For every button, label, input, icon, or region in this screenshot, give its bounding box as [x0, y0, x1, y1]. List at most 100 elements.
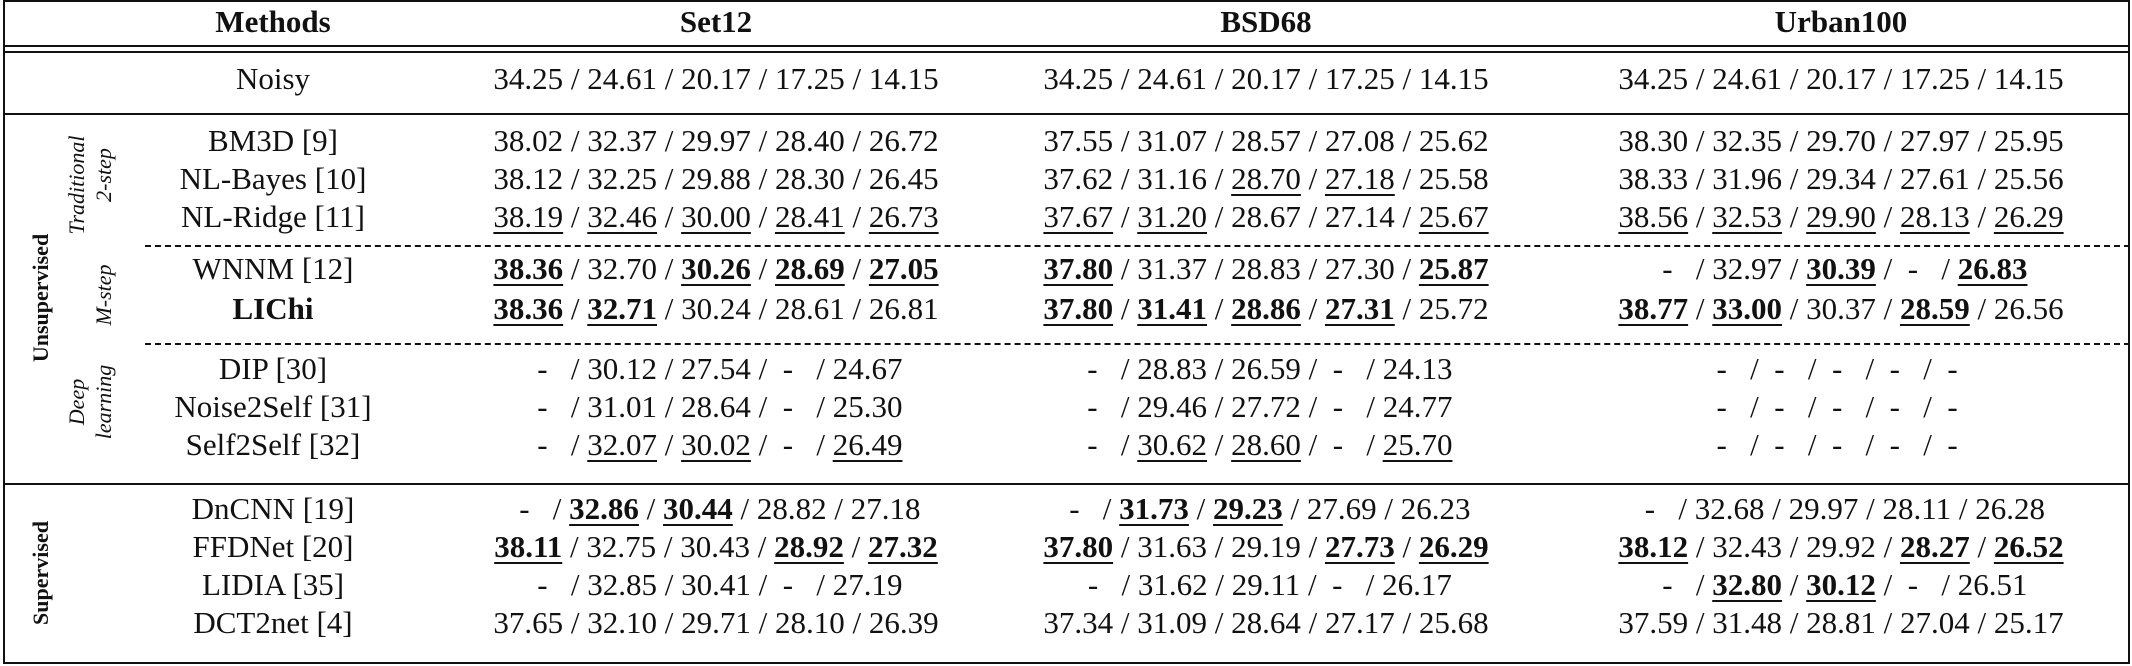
psnr-value: 28.82 — [756, 491, 827, 526]
psnr-value: 32.43 — [1712, 529, 1782, 564]
psnr-value: 32.35 — [1712, 123, 1782, 158]
psnr-value: 31.73 — [1119, 491, 1189, 526]
psnr-value: - — [529, 567, 564, 602]
psnr-value: - — [1881, 351, 1916, 386]
psnr-value: 37.80 — [1043, 529, 1114, 564]
psnr-value: - — [1881, 389, 1916, 424]
psnr-value: 29.46 — [1137, 389, 1207, 424]
psnr-value: 37.65 — [493, 605, 564, 640]
table-row-cell: 37.62 / 31.16 / 28.70 / 27.18 / 25.58 — [1043, 161, 1489, 196]
psnr-value: 25.67 — [1418, 199, 1489, 234]
psnr-value: 38.30 — [1618, 123, 1689, 158]
psnr-value: - — [1766, 351, 1801, 386]
table-row-cell: - / 29.46 / 27.72 / - / 24.77 — [1079, 389, 1453, 424]
psnr-value: 26.28 — [1975, 491, 2045, 526]
table-row-cell: - / 28.83 / 26.59 / - / 24.13 — [1079, 351, 1453, 386]
psnr-value: 28.83 — [1137, 351, 1207, 386]
psnr-value: 32.53 — [1712, 199, 1782, 234]
psnr-value: 29.97 — [681, 123, 751, 158]
psnr-value: - — [1325, 427, 1359, 462]
psnr-value: 26.45 — [868, 161, 939, 196]
psnr-value: 34.25 — [1618, 61, 1689, 96]
group-deep: Deep — [64, 378, 89, 426]
psnr-value: 27.61 — [1900, 161, 1970, 196]
psnr-value: 28.69 — [775, 251, 845, 286]
psnr-value: 26.52 — [1993, 529, 2064, 564]
method-name: NL-Bayes [10] — [179, 161, 367, 196]
psnr-value: 28.27 — [1900, 529, 1970, 564]
psnr-value: 37.34 — [1043, 605, 1114, 640]
left-border — [3, 0, 5, 664]
table-row-cell: 37.80 / 31.41 / 28.86 / 27.31 / 25.72 — [1043, 291, 1489, 326]
header-methods: Methods — [215, 4, 331, 39]
table-row-cell: 38.02 / 32.37 / 29.97 / 28.40 / 26.72 — [493, 123, 939, 158]
psnr-value: 30.00 — [681, 199, 751, 234]
psnr-value: - — [1654, 567, 1689, 602]
psnr-value: - — [775, 389, 809, 424]
psnr-value: 24.61 — [1712, 61, 1782, 96]
psnr-value: - — [1654, 251, 1689, 286]
psnr-value: - — [1900, 251, 1934, 286]
psnr-value: 31.96 — [1712, 161, 1782, 196]
psnr-value: 30.41 — [681, 567, 751, 602]
psnr-value: 38.36 — [493, 291, 564, 326]
method-name: Noise2Self [31] — [174, 389, 372, 424]
psnr-value: 32.68 — [1694, 491, 1765, 526]
group-unsupervised: Unsupervised — [28, 233, 53, 363]
psnr-value: - — [1766, 389, 1801, 424]
table-row-cell: - / 30.12 / 27.54 / - / 24.67 — [529, 351, 903, 386]
psnr-value: 32.85 — [587, 567, 657, 602]
psnr-value: 26.73 — [868, 199, 939, 234]
psnr-value: 17.25 — [1900, 61, 1970, 96]
table-row-cell: 34.25 / 24.61 / 20.17 / 17.25 / 14.15 — [1618, 61, 2064, 96]
psnr-value: 32.80 — [1712, 567, 1782, 602]
psnr-value: 28.13 — [1900, 199, 1970, 234]
psnr-value: 26.29 — [1993, 199, 2064, 234]
psnr-value: 28.11 — [1882, 491, 1952, 526]
top-rule — [3, 0, 2130, 2]
group-supervised: Supervised — [28, 521, 53, 625]
psnr-value: 25.87 — [1418, 251, 1489, 286]
method-name: LIDIA [35] — [201, 567, 345, 602]
psnr-value: 20.17 — [1231, 61, 1301, 96]
table-row-cell: - / 32.86 / 30.44 / 28.82 / 27.18 — [511, 491, 921, 526]
psnr-value: 29.88 — [681, 161, 751, 196]
psnr-value: - — [1325, 351, 1359, 386]
psnr-value: 28.86 — [1231, 291, 1301, 326]
psnr-value: 26.23 — [1400, 491, 1471, 526]
psnr-value: - — [775, 351, 809, 386]
method-name: DCT2net [4] — [193, 605, 353, 640]
method-name: LIChi — [232, 291, 314, 326]
psnr-value: 26.72 — [868, 123, 939, 158]
psnr-value: 27.17 — [1325, 605, 1395, 640]
psnr-value: 37.67 — [1043, 199, 1114, 234]
psnr-value: 27.14 — [1325, 199, 1395, 234]
psnr-value: 29.71 — [681, 605, 751, 640]
psnr-value: 26.29 — [1418, 529, 1489, 564]
psnr-value: - — [1079, 427, 1114, 462]
psnr-value: 28.70 — [1231, 161, 1301, 196]
psnr-value: 32.97 — [1712, 251, 1782, 286]
psnr-value: 27.69 — [1306, 491, 1377, 526]
dashed-rule-1 — [145, 245, 2130, 247]
psnr-value: 38.12 — [1618, 529, 1689, 564]
table-row-cell: 38.19 / 32.46 / 30.00 / 28.41 / 26.73 — [493, 199, 939, 234]
table-row-cell: 38.12 / 32.25 / 29.88 / 28.30 / 26.45 — [493, 161, 939, 196]
table-row-cell: - / 30.62 / 28.60 / - / 25.70 — [1079, 427, 1453, 462]
psnr-value: 28.92 — [774, 529, 844, 564]
psnr-value: 27.05 — [868, 251, 939, 286]
header-set12: Set12 — [679, 4, 753, 39]
psnr-value: - — [775, 427, 809, 462]
psnr-value: - — [1766, 427, 1801, 462]
psnr-value: 38.36 — [493, 251, 564, 286]
table-row-cell: 38.56 / 32.53 / 29.90 / 28.13 / 26.29 — [1618, 199, 2064, 234]
psnr-value: 27.04 — [1900, 605, 1970, 640]
psnr-value: 33.00 — [1712, 291, 1782, 326]
psnr-value: 14.15 — [1418, 61, 1489, 96]
psnr-value: 37.62 — [1043, 161, 1114, 196]
noisy-rule — [3, 113, 2130, 115]
method-name: Self2Self [32] — [185, 427, 361, 462]
psnr-value: 38.19 — [493, 199, 564, 234]
psnr-value: 25.30 — [832, 389, 903, 424]
psnr-value: 27.18 — [1325, 161, 1395, 196]
